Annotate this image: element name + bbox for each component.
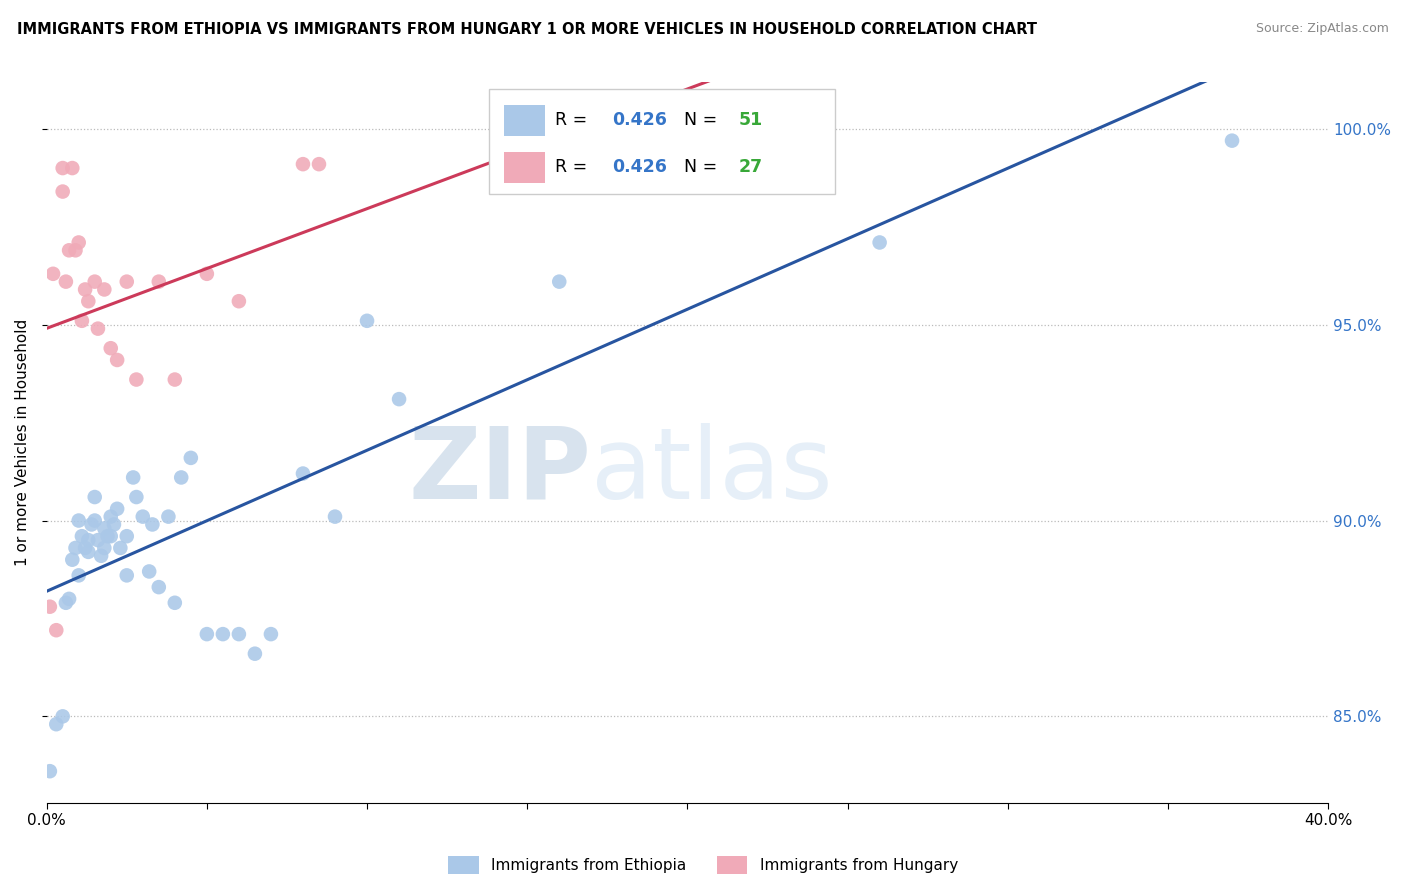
Point (148, 580, 170, 594)
Point (228, 294, 250, 309)
Point (87, 533, 110, 548)
Y-axis label: 1 or more Vehicles in Household: 1 or more Vehicles in Household (15, 318, 30, 566)
Point (138, 565, 160, 579)
Point (80, 517, 103, 532)
Point (157, 509, 180, 524)
Text: 0.426: 0.426 (612, 159, 666, 177)
Point (38, 599, 60, 614)
FancyBboxPatch shape (505, 153, 546, 183)
Point (170, 470, 193, 484)
Point (308, 157, 330, 171)
Point (100, 509, 122, 524)
Point (52, 185, 75, 199)
Text: N =: N = (683, 159, 723, 177)
Point (83, 490, 105, 504)
Point (67, 514, 90, 528)
Point (52, 161, 75, 175)
Text: IMMIGRANTS FROM ETHIOPIA VS IMMIGRANTS FROM HUNGARY 1 OR MORE VEHICLES IN HOUSEH: IMMIGRANTS FROM ETHIOPIA VS IMMIGRANTS F… (17, 22, 1036, 37)
Point (75, 541, 97, 555)
Point (228, 627, 250, 641)
Text: 27: 27 (738, 159, 763, 177)
Point (67, 235, 90, 250)
Point (388, 392, 411, 406)
Point (291, 467, 314, 481)
FancyBboxPatch shape (489, 89, 835, 194)
Point (77, 533, 100, 548)
Text: N =: N = (683, 112, 723, 129)
Point (132, 509, 155, 524)
Point (87, 321, 110, 335)
Point (45, 717, 67, 731)
Point (163, 373, 186, 387)
Point (115, 529, 138, 543)
Point (1220, 134, 1243, 148)
Point (75, 283, 97, 297)
Text: 51: 51 (738, 112, 763, 129)
Text: R =: R = (555, 159, 593, 177)
Point (110, 541, 132, 555)
Point (180, 450, 202, 465)
Point (77, 294, 100, 309)
Point (70, 314, 93, 328)
Point (195, 267, 218, 281)
Point (42, 267, 65, 281)
Point (77, 545, 100, 559)
Point (195, 627, 218, 641)
Point (60, 552, 83, 566)
Point (548, 157, 571, 171)
Point (212, 627, 235, 641)
Text: atlas: atlas (592, 423, 832, 519)
Point (100, 529, 122, 543)
Text: ZIP: ZIP (408, 423, 592, 519)
Point (83, 514, 105, 528)
Point (122, 470, 145, 484)
Point (141, 517, 163, 532)
Text: 0.426: 0.426 (612, 112, 666, 129)
Point (148, 275, 170, 289)
Point (323, 509, 346, 524)
Point (45, 624, 67, 638)
Point (869, 235, 891, 250)
Point (65, 244, 87, 258)
Point (93, 283, 115, 297)
Point (38, 764, 60, 779)
FancyBboxPatch shape (505, 105, 546, 136)
Point (60, 161, 83, 175)
Point (125, 373, 148, 387)
Point (163, 596, 186, 610)
Legend: Immigrants from Ethiopia, Immigrants from Hungary: Immigrants from Ethiopia, Immigrants fro… (441, 850, 965, 880)
Text: R =: R = (555, 112, 593, 129)
Text: Source: ZipAtlas.com: Source: ZipAtlas.com (1256, 22, 1389, 36)
Point (260, 627, 283, 641)
Point (115, 568, 138, 582)
Point (105, 353, 128, 368)
Point (103, 517, 125, 532)
Point (96, 529, 118, 543)
Point (70, 529, 93, 543)
Point (58, 591, 80, 606)
Point (55, 596, 77, 610)
Point (93, 541, 115, 555)
Point (90, 549, 112, 563)
Point (93, 521, 115, 535)
Point (58, 244, 80, 258)
Point (67, 568, 90, 582)
Point (125, 490, 148, 504)
Point (83, 275, 105, 289)
Point (676, 157, 699, 171)
Point (548, 275, 571, 289)
Point (100, 341, 122, 355)
Point (65, 541, 87, 555)
Point (105, 501, 128, 516)
Point (55, 275, 77, 289)
Point (52, 709, 75, 723)
Point (115, 275, 138, 289)
Point (291, 157, 314, 171)
Point (243, 647, 266, 661)
Point (356, 314, 378, 328)
